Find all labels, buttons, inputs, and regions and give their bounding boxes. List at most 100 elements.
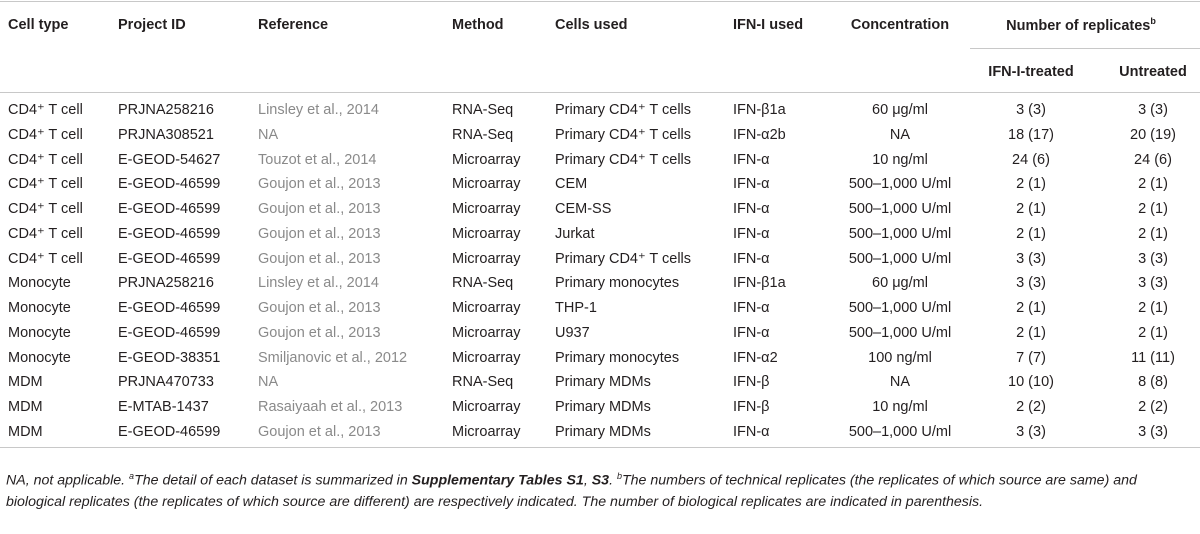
table-cell: Primary MDMs [555, 424, 651, 440]
table-cell: Microarray [452, 225, 521, 242]
table-cell: 3 (3) [1138, 275, 1168, 292]
table-cell: Primary CD4⁺ T cells [555, 151, 692, 168]
table-cell: THP-1 [555, 300, 597, 317]
table-cell: RNA-Seq [452, 102, 514, 118]
table-cell: Microarray [452, 324, 521, 341]
reference-link: NA [258, 126, 279, 143]
table-cell: 3 (3) [1138, 250, 1168, 267]
reference-link: Smiljanovic et al., 2012 [258, 349, 408, 366]
table-cell: IFN-α2b [733, 126, 786, 143]
reference-link: Linsley et al., 2014 [258, 275, 379, 292]
header-cell: Reference [258, 17, 329, 33]
table-cell: Microarray [452, 250, 521, 267]
reference-link: Goujon et al., 2013 [258, 424, 381, 440]
table-cell: Microarray [452, 201, 521, 218]
table-cell: RNA-Seq [452, 126, 514, 143]
table-cell: RNA-Seq [452, 275, 514, 292]
table-cell: Monocyte [8, 349, 71, 366]
subheader-cell: Untreated [1119, 64, 1187, 80]
table-cell: IFN-α [733, 250, 770, 267]
table-cell: Microarray [452, 151, 521, 168]
footnote-marker: b [1150, 16, 1156, 27]
table-cell: CD4⁺ T cell [8, 250, 83, 267]
table-cell: IFN-α [733, 176, 770, 193]
table-cell: 2 (2) [1016, 399, 1046, 416]
table-cell: IFN-α2 [733, 349, 778, 366]
table-cell: E-GEOD-38351 [118, 349, 221, 366]
table-cell: 500–1,000 U/ml [848, 250, 952, 267]
reference-link: Goujon et al., 2013 [258, 201, 381, 218]
table-cell: 10 ng/ml [872, 399, 928, 416]
table-cell: CD4⁺ T cell [8, 176, 83, 193]
header-cell: Cell type [8, 17, 69, 33]
table-cell: 3 (3) [1138, 424, 1168, 440]
table-cell: 100 ng/ml [868, 349, 932, 366]
reference-link: Linsley et al., 2014 [258, 102, 379, 118]
table-cell: E-GEOD-46599 [118, 201, 221, 218]
table-cell: 3 (3) [1138, 102, 1168, 118]
header-cell: Project ID [118, 17, 186, 33]
table-cell: 500–1,000 U/ml [848, 424, 952, 440]
table-cell: PRJNA258216 [118, 275, 214, 292]
reference-link: NA [258, 374, 279, 391]
reference-link: Goujon et al., 2013 [258, 250, 381, 267]
header-cell: Method [452, 17, 504, 33]
bottom-rule [0, 447, 1200, 448]
footnote-marker: a [129, 471, 135, 481]
footnote: NA, not applicable. aThe detail of each … [6, 466, 1198, 513]
footnote-link: Supplementary Tables S1 [411, 472, 584, 489]
table-cell: PRJNA258216 [118, 102, 214, 118]
table-cell: Microarray [452, 424, 521, 440]
table-cell: 3 (3) [1016, 275, 1046, 292]
reference-link: Goujon et al., 2013 [258, 176, 381, 193]
table-cell: IFN-α [733, 201, 770, 218]
table-cell: CEM-SS [555, 201, 612, 218]
footnote-link: S3 [591, 472, 610, 489]
footnote-text: The numbers of technical replicates (the… [6, 472, 1137, 510]
table-cell: 2 (1) [1138, 201, 1168, 218]
footnote-text: . [609, 472, 617, 489]
table-cell: U937 [555, 324, 590, 341]
table-cell: Primary CD4⁺ T cells [555, 126, 692, 143]
table-cell: IFN-α [733, 225, 770, 242]
table-cell: Microarray [452, 176, 521, 193]
table-cell: 8 (8) [1138, 374, 1168, 391]
table-cell: 3 (3) [1016, 424, 1046, 440]
table-cell: IFN-α [733, 424, 770, 440]
table-cell: Primary MDMs [555, 374, 651, 391]
table-cell: 7 (7) [1016, 349, 1046, 366]
table-cell: E-MTAB-1437 [118, 399, 209, 416]
table-cell: 24 (6) [1012, 151, 1050, 168]
table-cell: NA [889, 374, 911, 391]
table-cell: Microarray [452, 399, 521, 416]
table-cell: CD4⁺ T cell [8, 225, 83, 242]
footnote-text: The detail of each dataset is summarized… [134, 472, 412, 489]
table-cell: PRJNA470733 [118, 374, 214, 391]
table-cell: CD4⁺ T cell [8, 151, 83, 168]
top-rule [0, 1, 1200, 2]
footnote-marker: b [616, 471, 622, 481]
table-cell: NA [889, 126, 911, 143]
table-cell: 500–1,000 U/ml [848, 300, 952, 317]
table-cell: Primary MDMs [555, 399, 651, 416]
reference-link: Goujon et al., 2013 [258, 324, 381, 341]
table-cell: 2 (2) [1138, 399, 1168, 416]
table-cell: 60 μg/ml [872, 275, 928, 292]
table-cell: Monocyte [8, 324, 71, 341]
table-cell: IFN-β1a [733, 102, 786, 118]
table-cell: 3 (3) [1016, 102, 1046, 118]
header-cell: Concentration [850, 17, 950, 33]
reference-link: Goujon et al., 2013 [258, 225, 381, 242]
table-cell: 500–1,000 U/ml [848, 201, 952, 218]
table-cell: PRJNA308521 [118, 126, 214, 143]
table-cell: MDM [8, 424, 43, 440]
table-cell: RNA-Seq [452, 374, 514, 391]
table-cell: 60 μg/ml [872, 102, 928, 118]
header-rule [0, 92, 1200, 93]
table-cell: CEM [555, 176, 588, 193]
table-cell: IFN-α [733, 300, 770, 317]
table-cell: E-GEOD-46599 [118, 424, 221, 440]
footnote-text: NA, not applicable. [6, 472, 130, 489]
table-cell: CD4⁺ T cell [8, 126, 83, 143]
